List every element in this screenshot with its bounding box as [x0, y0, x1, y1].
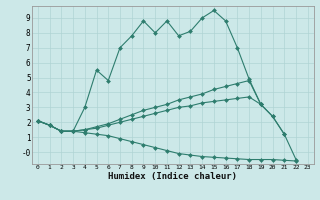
X-axis label: Humidex (Indice chaleur): Humidex (Indice chaleur) — [108, 172, 237, 181]
